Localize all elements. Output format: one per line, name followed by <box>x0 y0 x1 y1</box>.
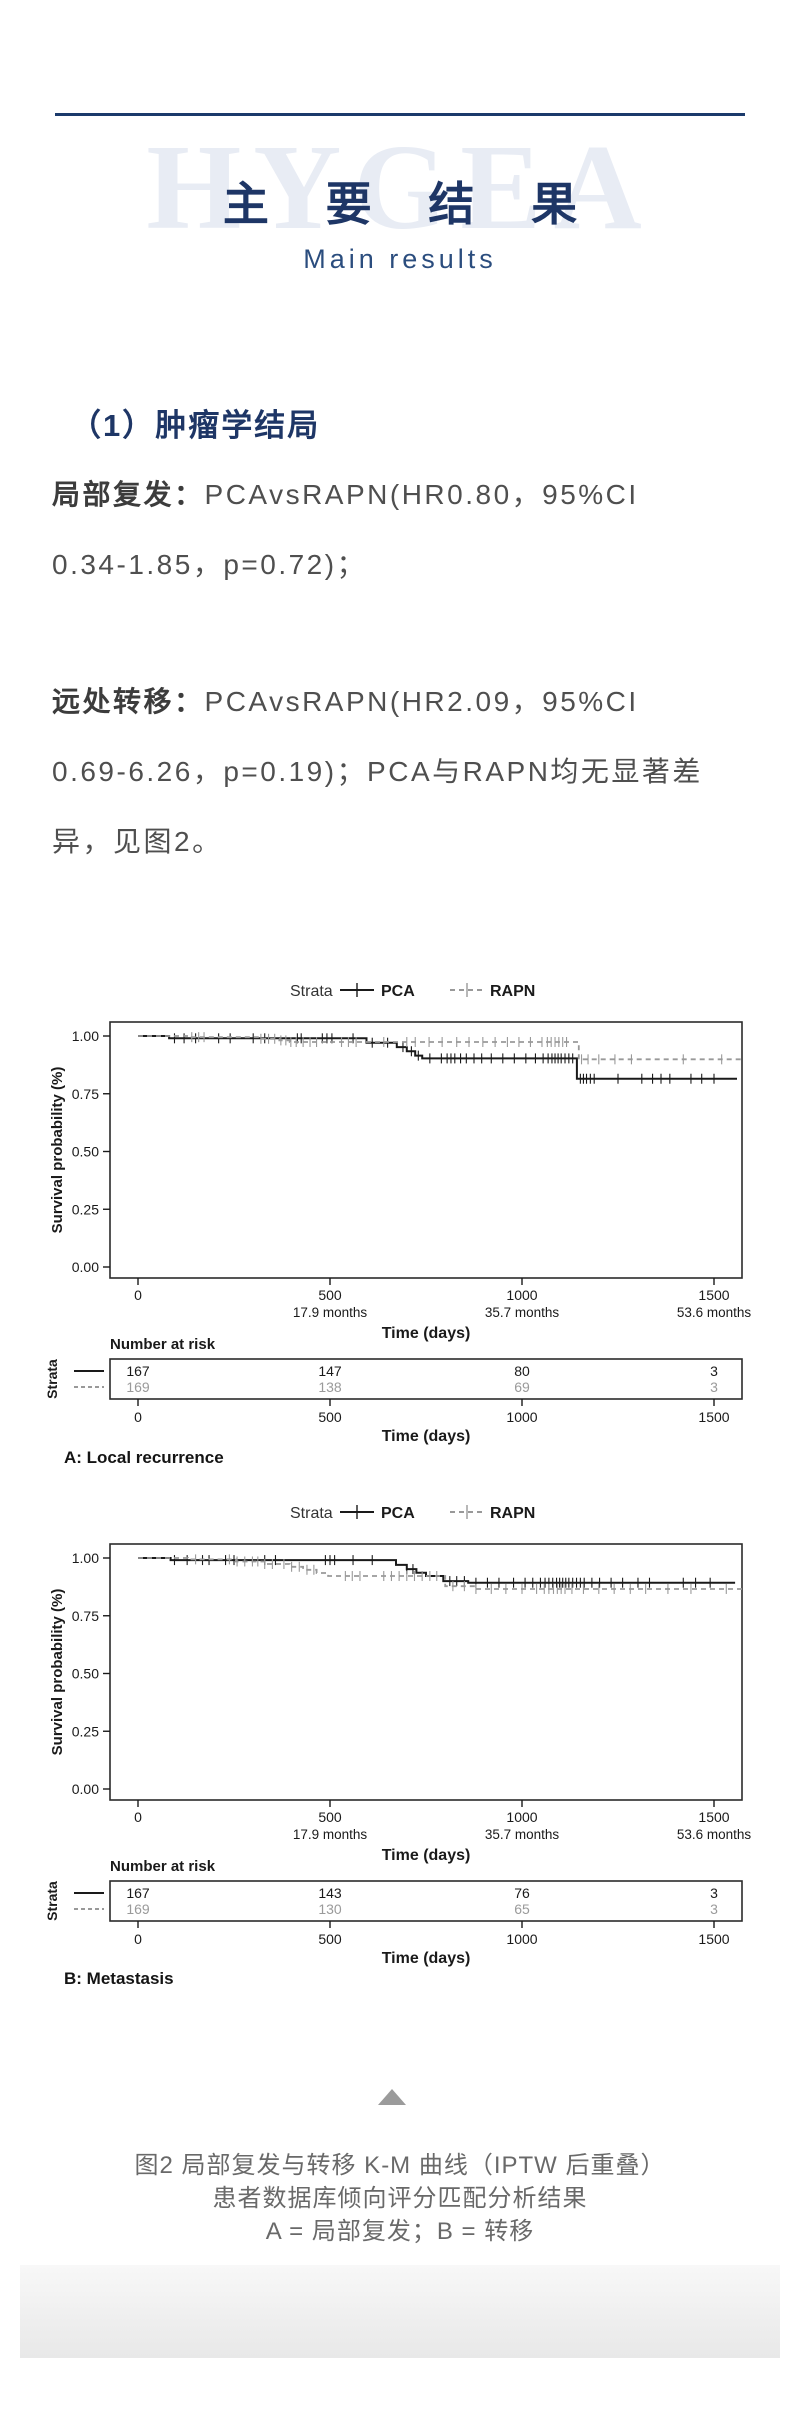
risk-count-rapn: 65 <box>514 1901 530 1917</box>
risk-count-rapn: 169 <box>126 1901 150 1917</box>
risk-x-tick-label: 500 <box>318 1409 342 1425</box>
risk-count-rapn: 3 <box>710 1379 718 1395</box>
risk-x-tick-label: 1000 <box>506 1931 537 1947</box>
paragraph-body: PCAvsRAPN(HR0.80，95%CI 0.34-1.85，p=0.72)… <box>52 479 639 580</box>
strata-axis-label: Strata <box>44 1881 60 1921</box>
risk-table <box>109 1358 743 1400</box>
km-chart-metastasis: Strata PCA RAPN 1.00 0.75 0.50 0.25 0.00 Surviva… <box>44 1505 752 1967</box>
y-axis-label: Survival probability (%) <box>49 1067 66 1234</box>
y-tick-label: 0.25 <box>72 1201 99 1217</box>
risk-x-tick-label: 0 <box>134 1409 142 1425</box>
number-at-risk-label: Number at risk <box>110 1336 216 1353</box>
x-tick-label: 0 <box>134 1287 142 1303</box>
x-tick-month-label: 17.9 months <box>293 1305 368 1320</box>
km-curve-rapn <box>138 1557 742 1590</box>
risk-count-pca: 143 <box>318 1885 342 1901</box>
risk-count-rapn: 138 <box>318 1379 342 1395</box>
risk-count-rapn: 130 <box>318 1901 342 1917</box>
y-tick-label: 0.00 <box>72 1781 99 1797</box>
paragraph-body: PCAvsRAPN(HR2.09，95%CI 0.69-6.26，p=0.19)… <box>52 686 703 857</box>
number-at-risk-label: Number at risk <box>110 1858 216 1875</box>
strata-axis-label: Strata <box>44 1359 60 1399</box>
risk-x-tick-label: 1500 <box>698 1409 729 1425</box>
x-tick-label: 1500 <box>698 1809 729 1825</box>
x-axis-label: Time (days) <box>382 1325 471 1342</box>
km-curve-rapn <box>138 1035 742 1061</box>
risk-count-pca: 80 <box>514 1363 530 1379</box>
risk-count-rapn: 69 <box>514 1379 530 1395</box>
risk-count-rapn: 169 <box>126 1379 150 1395</box>
scroll-to-top-triangle-icon[interactable] <box>378 2089 406 2105</box>
risk-x-tick-label: 0 <box>134 1931 142 1947</box>
x-tick-month-label: 35.7 months <box>485 1827 560 1842</box>
x-tick-label: 500 <box>318 1809 342 1825</box>
risk-count-rapn: 3 <box>710 1901 718 1917</box>
x-tick-label: 500 <box>318 1287 342 1303</box>
km-curve-pca <box>138 1557 736 1584</box>
risk-count-pca: 3 <box>710 1363 718 1379</box>
km-curve-pca <box>138 1035 737 1080</box>
x-tick-label: 1000 <box>506 1809 537 1825</box>
x-tick-month-label: 53.6 months <box>677 1827 752 1842</box>
paragraph-lead: 局部复发： <box>52 479 205 510</box>
y-tick-label: 0.25 <box>72 1723 99 1739</box>
y-tick-label: 0.75 <box>72 1608 99 1624</box>
risk-count-pca: 167 <box>126 1885 150 1901</box>
risk-count-pca: 3 <box>710 1885 718 1901</box>
footer-gradient-block <box>20 2265 780 2358</box>
legend-pca-label: PCA <box>381 983 415 1000</box>
risk-x-axis-label: Time (days) <box>382 1428 471 1445</box>
top-divider-rule <box>55 113 745 116</box>
paragraph-lead: 远处转移： <box>52 686 205 717</box>
y-tick-label: 0.50 <box>72 1144 99 1160</box>
risk-count-pca: 76 <box>514 1885 530 1901</box>
x-tick-month-label: 17.9 months <box>293 1827 368 1842</box>
y-axis-label: Survival probability (%) <box>49 1589 66 1756</box>
legend-rapn-label: RAPN <box>490 983 535 1000</box>
legend-strata-label: Strata <box>290 983 333 1000</box>
plot-area <box>109 1021 743 1279</box>
risk-x-tick-label: 500 <box>318 1931 342 1947</box>
x-tick-month-label: 35.7 months <box>485 1305 560 1320</box>
x-tick-label: 1000 <box>506 1287 537 1303</box>
y-tick-label: 0.00 <box>72 1259 99 1275</box>
y-tick-label: 1.00 <box>72 1550 99 1566</box>
page-title: 主 要 结 果 <box>222 178 600 230</box>
risk-x-axis-label: Time (days) <box>382 1950 471 1967</box>
panel-label-a: A: Local recurrence <box>64 1448 224 1467</box>
legend-pca-label: PCA <box>381 1505 415 1522</box>
plot-area <box>109 1543 743 1801</box>
legend-rapn-label: RAPN <box>490 1505 535 1522</box>
y-tick-label: 0.75 <box>72 1086 99 1102</box>
x-tick-month-label: 53.6 months <box>677 1305 752 1320</box>
section-heading: （1）肿瘤学结局 <box>70 408 321 443</box>
risk-count-pca: 167 <box>126 1363 150 1379</box>
x-tick-label: 1500 <box>698 1287 729 1303</box>
risk-table <box>109 1880 743 1922</box>
figure-caption: 图2 局部复发与转移 K-M 曲线（IPTW 后重叠） 患者数据库倾向评分匹配分… <box>134 2152 666 2245</box>
km-chart-local-recurrence: Strata PCA RAPN 1.00 0.75 0.50 0.25 0.00 Surviva… <box>44 983 752 1445</box>
risk-count-pca: 147 <box>318 1363 342 1379</box>
paragraph-local-recurrence: 局部复发：PCAvsRAPN(HR0.80，95%CI 0.34-1.85，p=… <box>52 460 758 600</box>
y-tick-label: 0.50 <box>72 1666 99 1682</box>
page-subtitle: Main results <box>303 244 497 274</box>
panel-label-b: B: Metastasis <box>64 1969 174 1988</box>
risk-x-tick-label: 1500 <box>698 1931 729 1947</box>
x-tick-label: 0 <box>134 1809 142 1825</box>
risk-x-tick-label: 1000 <box>506 1409 537 1425</box>
hygea-watermark: HYGEA <box>146 120 654 255</box>
paragraph-distant-metastasis: 远处转移：PCAvsRAPN(HR2.09，95%CI 0.69-6.26，p=… <box>52 667 758 877</box>
legend-strata-label: Strata <box>290 1505 333 1522</box>
x-axis-label: Time (days) <box>382 1847 471 1864</box>
y-tick-label: 1.00 <box>72 1028 99 1044</box>
